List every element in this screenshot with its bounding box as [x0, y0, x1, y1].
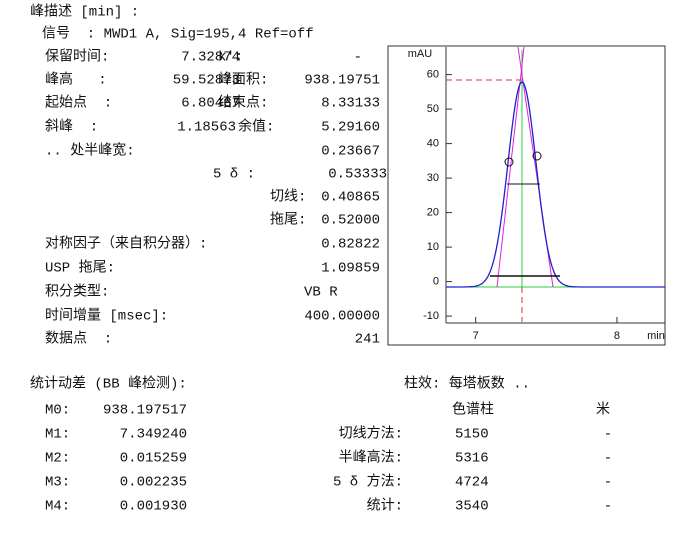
moments-title: 统计动差 (BB 峰检测): [30, 376, 187, 393]
moment-label: M0: [45, 403, 70, 419]
chart-frame [387, 45, 666, 346]
plates: 5150 [455, 427, 489, 443]
label: 峰高 : [45, 71, 107, 89]
label: 数据点 : [45, 331, 112, 348]
y-tick-label: 0 [433, 276, 439, 288]
value: - [354, 50, 362, 66]
efficiency-title: 柱效: 每塔板数 .. [404, 376, 530, 393]
plates-per-meter: - [604, 475, 612, 491]
peak-curve [446, 81, 665, 288]
column-header: 米 [596, 402, 610, 419]
y-tick-label: 50 [427, 103, 439, 115]
value: 0.53333 [328, 167, 387, 183]
plates: 5316 [455, 451, 489, 467]
value: VB R [304, 285, 338, 301]
y-tick-label: 60 [427, 69, 439, 81]
x-tick-label: 8 [614, 330, 620, 342]
label: k': [218, 50, 243, 66]
moment-value: 0.015259 [120, 451, 187, 467]
value: 0.40865 [321, 190, 380, 206]
value: 59.52873 [173, 73, 240, 89]
value: 400.00000 [304, 309, 380, 325]
moment-value: 0.002235 [120, 475, 187, 491]
value: 5.29160 [321, 120, 380, 136]
label: .. 处半峰宽: [45, 142, 135, 160]
value: 7.32874 [181, 50, 240, 66]
y-label: mAU [408, 48, 433, 60]
label: 5 δ : [213, 167, 255, 183]
plates-per-meter: - [604, 499, 612, 515]
label: 保留时间: [45, 49, 109, 66]
inflection-point [504, 157, 514, 167]
value: 0.52000 [321, 213, 380, 229]
label: 峰面积: [218, 72, 268, 89]
y-tick-label: -10 [423, 310, 439, 322]
value: 0.82822 [321, 237, 380, 253]
y-tick-label: 30 [427, 172, 439, 184]
moment-label: M2: [45, 451, 70, 467]
label: 时间增量 [msec]: [45, 308, 168, 325]
y-tick-label: 20 [427, 207, 439, 219]
method-label: 切线方法: [339, 426, 403, 443]
value: 8.33133 [321, 96, 380, 112]
moment-value: 938.197517 [103, 403, 187, 419]
inflection-point [532, 151, 542, 161]
plates: 4724 [455, 475, 489, 491]
label: 切线: [270, 189, 306, 206]
y-tick-label: 40 [427, 138, 439, 150]
value: 1.18563 [177, 120, 236, 136]
plates-per-meter: - [604, 451, 612, 467]
x-label: min [647, 330, 665, 342]
signal: 信号 : MWD1 A, Sig=195,4 Ref=off [42, 26, 314, 43]
moment-label: M1: [45, 427, 70, 443]
value: 0.23667 [321, 144, 380, 160]
column-header: 色谱柱 [452, 401, 494, 419]
plates-per-meter: - [604, 427, 612, 443]
moment-label: M3: [45, 475, 70, 491]
moment-label: M4: [45, 499, 70, 515]
title: 峰描述 [min] : [30, 4, 139, 21]
x-tick-label: 7 [473, 330, 479, 342]
label: 起始点 : [45, 95, 112, 112]
method-label: 半峰高法: [339, 449, 403, 467]
label: USP 拖尾: [45, 260, 115, 277]
label: 拖尾: [270, 212, 306, 229]
label: 结束点: [218, 95, 268, 112]
label: 对称因子（来自积分器）: [45, 236, 207, 253]
method-label: 5 δ 方法: [333, 474, 403, 491]
y-tick-label: 10 [427, 241, 439, 253]
label: 斜峰 : [45, 119, 98, 136]
value: 6.80467 [181, 96, 240, 112]
label: 余值: [238, 118, 274, 136]
value: 1.09859 [321, 261, 380, 277]
value: 938.19751 [304, 73, 380, 89]
label: 积分类型: [45, 284, 109, 301]
value: 241 [355, 332, 380, 348]
method-label: 统计: [367, 498, 403, 515]
moment-value: 0.001930 [120, 499, 187, 515]
plates: 3540 [455, 499, 489, 515]
moment-value: 7.349240 [120, 427, 187, 443]
